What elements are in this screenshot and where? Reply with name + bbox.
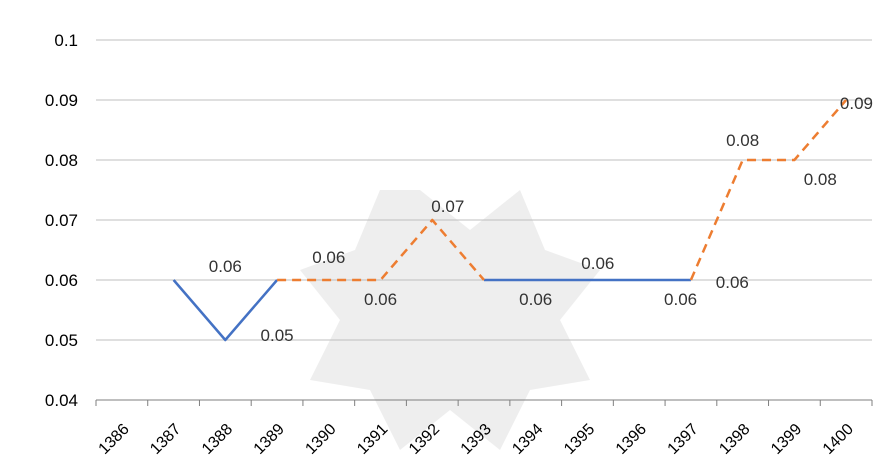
data-label: 0.06 (664, 290, 697, 309)
x-tick-label: 1396 (613, 421, 650, 458)
x-tick-label: 1399 (768, 421, 805, 458)
data-label: 0.08 (726, 131, 759, 150)
y-tick-label: 0.06 (45, 271, 78, 290)
data-label: 0.06 (519, 290, 552, 309)
x-tick-label: 1389 (251, 421, 288, 458)
x-tick-label: 1390 (302, 421, 339, 458)
watermark-logo (300, 190, 600, 450)
data-label: 0.06 (312, 248, 345, 267)
data-label: 0.06 (581, 254, 614, 273)
axes (95, 399, 873, 406)
x-tick-label: 1397 (665, 421, 702, 458)
y-tick-label: 0.05 (45, 331, 78, 350)
data-label: 0.06 (209, 257, 242, 276)
y-tick-label: 0.08 (45, 151, 78, 170)
x-tick-label: 1398 (716, 421, 753, 458)
data-label: 0.06 (716, 273, 749, 292)
y-axis-ticks: 0.1 0.09 0.08 0.07 0.06 0.05 0.04 (45, 31, 78, 410)
x-tick-label: 1400 (820, 421, 857, 458)
x-axis-ticks: 1386 1387 1388 1389 1390 1391 1392 1393 1394 1395… (96, 421, 858, 458)
x-tick-label: 1391 (354, 421, 391, 458)
data-labels: 0.06 0.05 0.06 0.06 0.07 0.06 0.06 0.06 0.06 0.08… (209, 94, 873, 345)
y-tick-label: 0.07 (45, 211, 78, 230)
data-label: 0.07 (431, 197, 464, 216)
data-label: 0.08 (804, 170, 837, 189)
data-label: 0.09 (840, 94, 873, 113)
x-tick-label: 1395 (561, 421, 598, 458)
y-tick-label: 0.09 (45, 91, 78, 110)
data-label: 0.05 (261, 326, 294, 345)
x-tick-label: 1388 (199, 421, 236, 458)
x-tick-label: 1394 (509, 421, 546, 458)
x-tick-label: 1386 (96, 421, 133, 458)
series-2-line-continued (689, 99, 848, 281)
x-tick-label: 1387 (147, 421, 184, 458)
y-tick-label: 0.04 (45, 391, 78, 410)
series-2-line (277, 218, 485, 282)
series-lines (172, 99, 848, 342)
data-label: 0.06 (364, 290, 397, 309)
series-1-line (172, 279, 279, 342)
y-tick-label: 0.1 (54, 31, 78, 50)
